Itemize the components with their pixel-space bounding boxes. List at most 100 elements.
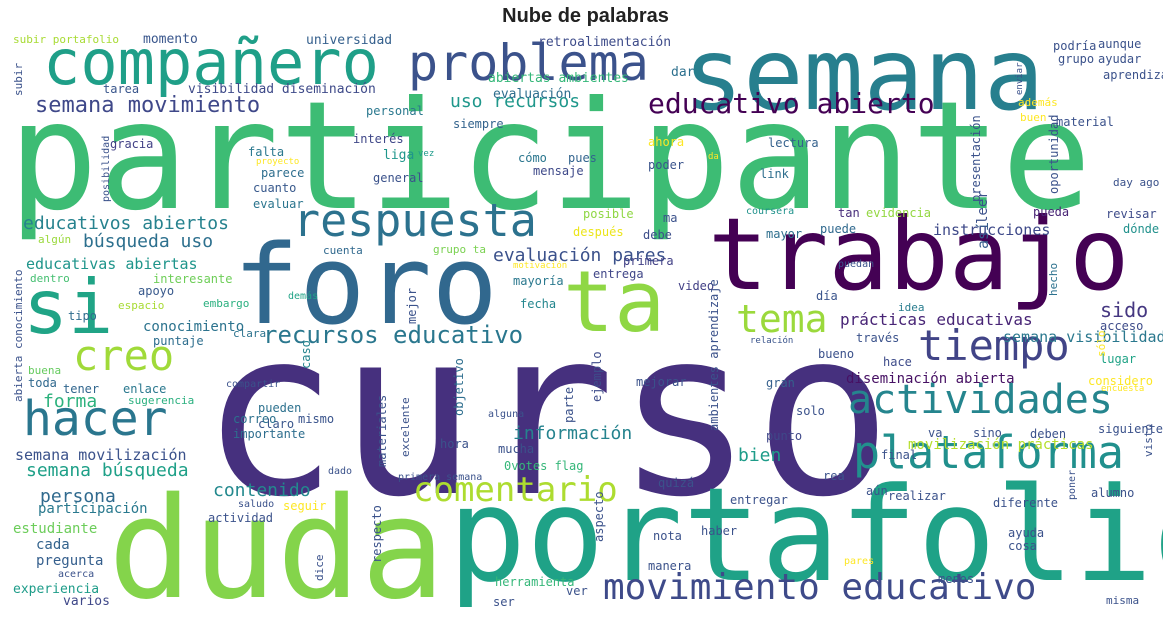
- cloud-word: compañero: [43, 30, 379, 99]
- cloud-word: tarea: [103, 82, 140, 96]
- cloud-word: final: [881, 448, 918, 462]
- cloud-word: puede: [820, 222, 857, 236]
- cloud-word: aún: [866, 484, 888, 498]
- cloud-word: dice: [313, 554, 326, 582]
- cloud-word: siempre: [453, 117, 504, 131]
- cloud-word: sino: [973, 426, 1002, 440]
- cloud-word: toda: [28, 376, 57, 390]
- cloud-word: través: [856, 331, 900, 345]
- cloud-word: semana: [683, 30, 1045, 133]
- cloud-word: comentario: [413, 470, 618, 510]
- cloud-word: ser: [493, 595, 515, 609]
- cloud-word: haber: [701, 524, 738, 538]
- cloud-word: ahora: [648, 135, 685, 149]
- cloud-word: evaluar: [253, 197, 304, 211]
- cloud-word: personal: [366, 104, 424, 118]
- cloud-word: ma: [663, 211, 678, 225]
- cloud-word: siguiente: [1098, 422, 1163, 436]
- cloud-word: educativos abiertos: [23, 213, 229, 234]
- cloud-word: evidencia: [866, 206, 932, 220]
- cloud-word: compartir: [226, 379, 281, 390]
- cloud-word: acceso: [1100, 319, 1144, 333]
- cloud-word: respecto: [370, 504, 384, 563]
- cloud-word: coursera: [746, 206, 795, 217]
- cloud-word: trabajo: [708, 196, 1130, 313]
- cloud-word: semana movilización: [15, 446, 187, 464]
- cloud-word: algún: [38, 233, 72, 246]
- cloud-word: mismo: [298, 412, 335, 426]
- cloud-word: punto: [766, 429, 803, 443]
- cloud-word: movilización prácticas: [908, 437, 1094, 453]
- cloud-word: nota: [653, 529, 682, 543]
- cloud-word: pueden: [258, 401, 302, 415]
- cloud-word: cuanto: [253, 181, 297, 195]
- cloud-word: dónde: [1123, 222, 1160, 236]
- cloud-word: movimiento educativo: [603, 567, 1037, 608]
- cloud-word: recursos educativo: [263, 321, 524, 349]
- cloud-word: importante: [233, 427, 306, 441]
- cloud-word: tan: [838, 206, 860, 220]
- cloud-word: manera: [648, 559, 692, 573]
- cloud-word: uso recursos: [450, 91, 581, 112]
- cloud-word: hace: [883, 355, 912, 369]
- cloud-word: interesante: [153, 272, 233, 286]
- cloud-word: participación: [38, 501, 148, 517]
- cloud-word: persona: [40, 486, 116, 507]
- cloud-word: day ago: [1113, 176, 1160, 189]
- cloud-word: sólo: [1095, 330, 1108, 358]
- cloud-word: duda: [108, 468, 446, 616]
- cloud-word: alguna: [488, 409, 525, 420]
- cloud-word: parece: [261, 166, 305, 180]
- cloud-word: aunque: [1098, 37, 1142, 51]
- cloud-word: información: [513, 423, 633, 444]
- cloud-word: saludo: [238, 499, 275, 510]
- cloud-word: primera semana: [398, 472, 483, 483]
- cloud-word: general: [373, 171, 424, 185]
- word-cloud: participante curso duda portafolio semana for…: [8, 30, 1163, 615]
- cloud-word: tipo: [68, 309, 97, 323]
- cloud-word: ayudar: [1098, 52, 1142, 66]
- cloud-word: idea: [898, 301, 925, 314]
- cloud-word: considero: [1088, 374, 1154, 388]
- cloud-word: grupo ta: [433, 243, 486, 256]
- cloud-word: hecho: [1047, 262, 1060, 296]
- cloud-word: bueno: [818, 347, 855, 361]
- cloud-word: alumno: [1091, 486, 1135, 500]
- cloud-word: podría: [1053, 39, 1097, 53]
- cloud-word: visibilidad diseminación: [188, 82, 376, 97]
- cloud-word: universidad: [306, 33, 393, 48]
- cloud-word: tema: [736, 297, 828, 341]
- cloud-word: varios: [63, 594, 110, 609]
- cloud-word: sido: [1100, 298, 1149, 322]
- cloud-word: foro: [233, 221, 498, 349]
- cloud-word: dentro: [30, 272, 70, 285]
- cloud-word: vez: [418, 149, 435, 159]
- cloud-word: mensaje: [533, 164, 584, 178]
- cloud-word: bien: [738, 445, 782, 466]
- cloud-word: plataforma: [853, 426, 1124, 479]
- cloud-word: oportunidad: [1047, 114, 1061, 195]
- cloud-word: correo: [233, 412, 277, 426]
- cloud-word: fecha: [520, 297, 557, 311]
- cloud-word: lectura: [768, 136, 819, 150]
- cloud-word: primera: [623, 254, 674, 268]
- cloud-word: encuesta: [1101, 384, 1145, 394]
- cloud-word: subir: [12, 62, 25, 96]
- cloud-word: excelente: [399, 397, 412, 458]
- cloud-word: respuesta: [293, 194, 537, 247]
- cloud-word: aspecto: [592, 491, 606, 543]
- cloud-word: participante: [8, 70, 1092, 244]
- cloud-word: hacer: [23, 391, 168, 447]
- cloud-word: educativo abierto: [648, 87, 935, 120]
- cloud-word: revisar: [1106, 207, 1157, 221]
- cloud-word: si: [23, 263, 114, 351]
- cloud-word: retroalimentación: [538, 35, 672, 50]
- cloud-word: 0votes flag: [504, 459, 584, 473]
- cloud-word: realizar: [888, 489, 946, 503]
- cloud-word: además: [1018, 96, 1058, 109]
- cloud-word: claro: [258, 417, 295, 431]
- cloud-word: material: [1056, 115, 1114, 129]
- cloud-word: día: [816, 289, 838, 303]
- cloud-word: espacio: [118, 299, 165, 312]
- cloud-word: enviar: [1015, 62, 1025, 96]
